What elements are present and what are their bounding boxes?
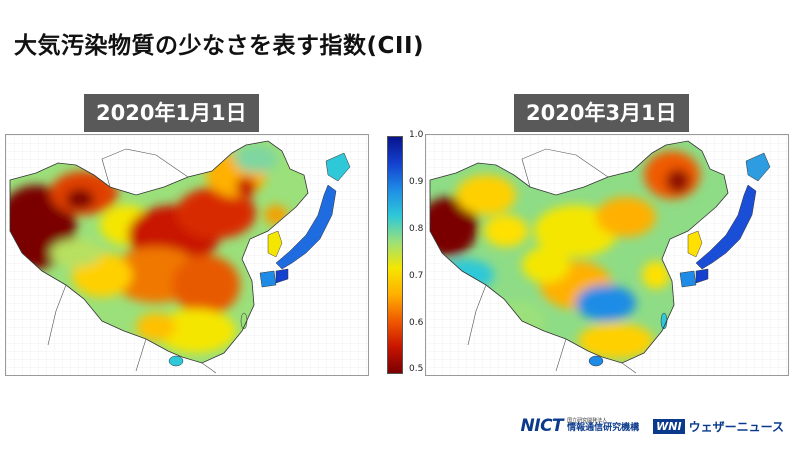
nict-name: 情報通信研究機構 [567, 423, 640, 433]
footer-logos: NICT 国立研究開発法人 情報通信研究機構 WNI ウェザーニュース [521, 416, 784, 436]
nict-logo: NICT 国立研究開発法人 情報通信研究機構 [521, 416, 640, 436]
map-panel-mar [425, 134, 789, 376]
map-mar-svg [426, 135, 788, 375]
nict-mark: NICT [520, 416, 564, 436]
wni-logo: WNI ウェザーニュース [653, 418, 784, 435]
nict-small-label: 国立研究開発法人 [567, 418, 608, 424]
colorbar-tick: 0.6 [409, 318, 424, 328]
colorbar-tick: 0.8 [409, 224, 424, 234]
colorbar-tick: 0.7 [409, 271, 424, 281]
wni-mark: WNI [653, 418, 685, 434]
page-title: 大気汚染物質の少なさを表す指数(CII) [14, 33, 425, 59]
date-label-left: 2020年1月1日 [84, 94, 259, 132]
colorbar-tick: 0.9 [409, 177, 424, 187]
colorbar [387, 136, 403, 374]
map-panel-jan [5, 134, 369, 376]
map-jan-svg [6, 135, 368, 375]
date-label-right: 2020年3月1日 [514, 94, 689, 132]
colorbar-tick: 1.0 [409, 130, 424, 140]
wni-name: ウェザーニュース [688, 419, 784, 434]
colorbar-tick: 0.5 [409, 364, 424, 374]
